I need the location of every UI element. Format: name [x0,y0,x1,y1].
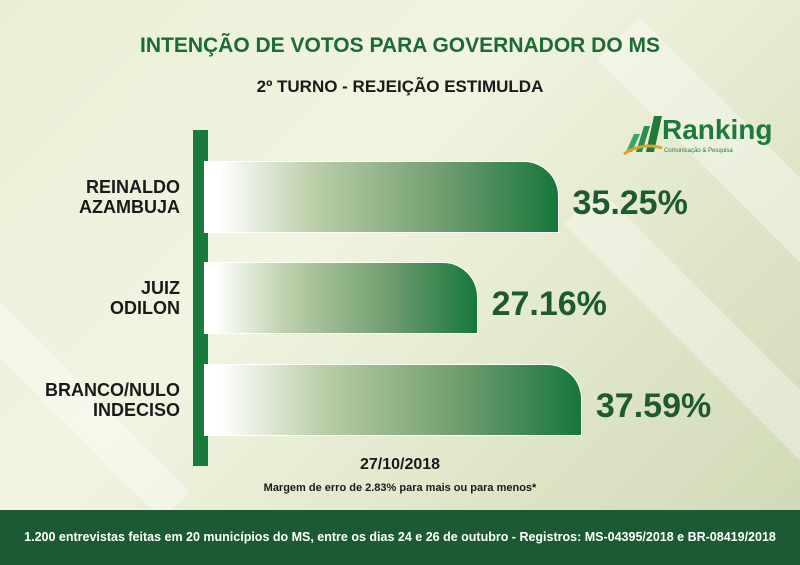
logo-bars-icon [623,116,663,156]
footer-note: 1.200 entrevistas feitas em 20 município… [0,510,800,565]
value-label: 35.25% [572,184,688,222]
category-label-line: INDECISO [92,400,180,420]
category-label-line: BRANCO/NULO [45,380,180,400]
category-label-line: AZAMBUJA [79,197,180,217]
bar [205,162,558,232]
bar [205,365,581,435]
category-label-line: ODILON [110,298,180,318]
logo-tagline: Comunicação & Pesquisa [664,148,733,154]
chart-axis [193,130,208,466]
category-label: BRANCO/NULO INDECISO [0,380,180,420]
value-label: 27.16% [491,285,607,323]
value-label: 37.59% [595,387,712,425]
logo-name: Ranking [662,114,773,145]
chart-subtitle: 2º TURNO - REJEIÇÃO ESTIMULDA [256,77,544,96]
ranking-logo: Ranking Comunicação & Pesquisa [622,112,772,162]
chart-title: INTENÇÃO DE VOTOS PARA GOVERNADOR DO MS [140,34,660,57]
category-label: REINALDO AZAMBUJA [0,177,180,217]
margin-of-error: Margem de erro de 2.83% para mais ou par… [263,482,537,494]
survey-date: 27/10/2018 [359,456,441,473]
bar [205,263,477,333]
category-label: JUIZ ODILON [0,278,180,318]
category-label-line: JUIZ [140,278,180,298]
category-label-line: REINALDO [86,177,180,197]
